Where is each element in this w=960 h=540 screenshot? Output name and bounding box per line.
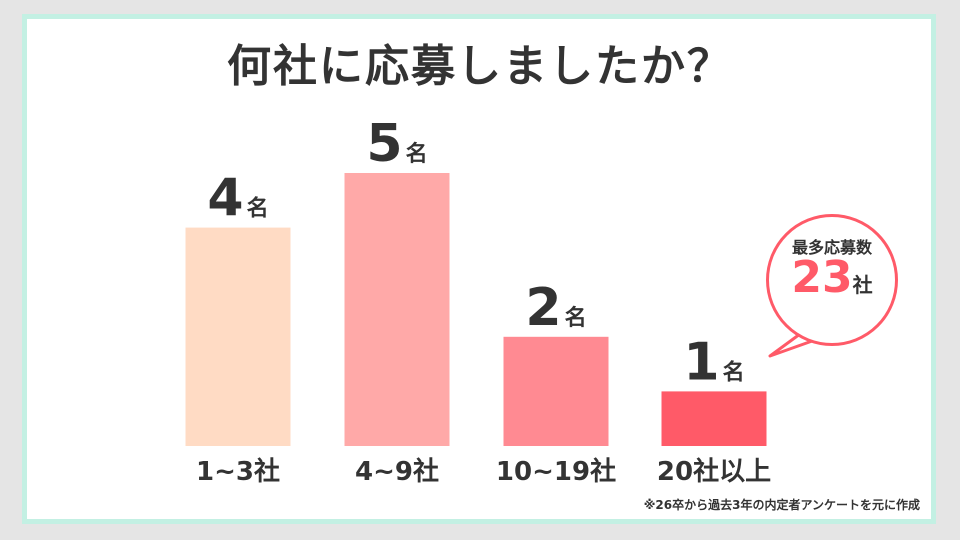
- category-label-2: 4~9社: [355, 456, 439, 487]
- bar-1: [185, 227, 291, 446]
- chart-title: 何社に応募しましたか？: [227, 41, 733, 92]
- bars-group: 4 名 1~3社 5 名 4~9社 2 名 10~19社 1 名 20社以上: [185, 114, 771, 487]
- callout-number: 23: [791, 252, 853, 303]
- category-label-4: 20社以上: [657, 456, 771, 487]
- footnote: ※26卒から過去3年の内定者アンケートを元に作成: [643, 498, 920, 512]
- bar-4: [661, 391, 767, 446]
- category-label-3: 10~19社: [496, 456, 616, 487]
- callout-value: 23社: [766, 252, 898, 303]
- bar-3: [503, 336, 609, 446]
- callout-bubble: [766, 214, 898, 346]
- bar-2: [344, 173, 450, 446]
- category-label-1: 1~3社: [196, 456, 280, 487]
- callout-label: 最多応募数: [791, 238, 872, 257]
- callout-unit: 社: [852, 273, 873, 297]
